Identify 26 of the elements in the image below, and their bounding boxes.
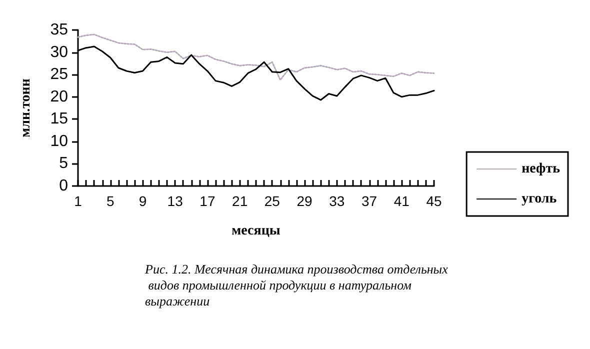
y-tick-label: 30 — [50, 44, 68, 61]
x-tick-label: 5 — [106, 193, 114, 209]
x-tick-label: 25 — [264, 193, 280, 209]
x-tick-label: 37 — [361, 193, 378, 209]
y-tick-label: 25 — [50, 66, 68, 84]
y-tick-label: 15 — [50, 110, 68, 128]
text: Рис. 1.2. Месячная динамика производства отдельных видов промышленной продукции в натуральном выражении — [144, 262, 448, 308]
y-tick-label: 10 — [50, 132, 68, 150]
y-tick-label: 35 — [50, 22, 68, 38]
y-tick-label: 5 — [59, 155, 68, 172]
legend-label: уголь — [522, 192, 558, 206]
x-tick-label: 1 — [74, 193, 82, 209]
x-tick-label: 33 — [329, 193, 345, 209]
y-tick-label: 20 — [50, 88, 68, 106]
y-axis-title: млн.тонн — [18, 78, 34, 138]
x-tick-label: 29 — [296, 193, 313, 209]
x-tick-label: 9 — [138, 193, 147, 209]
x-tick-label: 21 — [232, 193, 248, 209]
x-tick-label: 13 — [167, 193, 184, 209]
x-tick-label: 17 — [200, 193, 216, 209]
x-tick-label: 41 — [394, 193, 410, 209]
y-tick-label: 0 — [59, 178, 68, 194]
line-series — [77, 34, 435, 81]
x-axis-title: месяцы — [232, 224, 280, 238]
legend-label: нефть — [522, 162, 561, 176]
x-tick-label: 45 — [426, 193, 442, 209]
